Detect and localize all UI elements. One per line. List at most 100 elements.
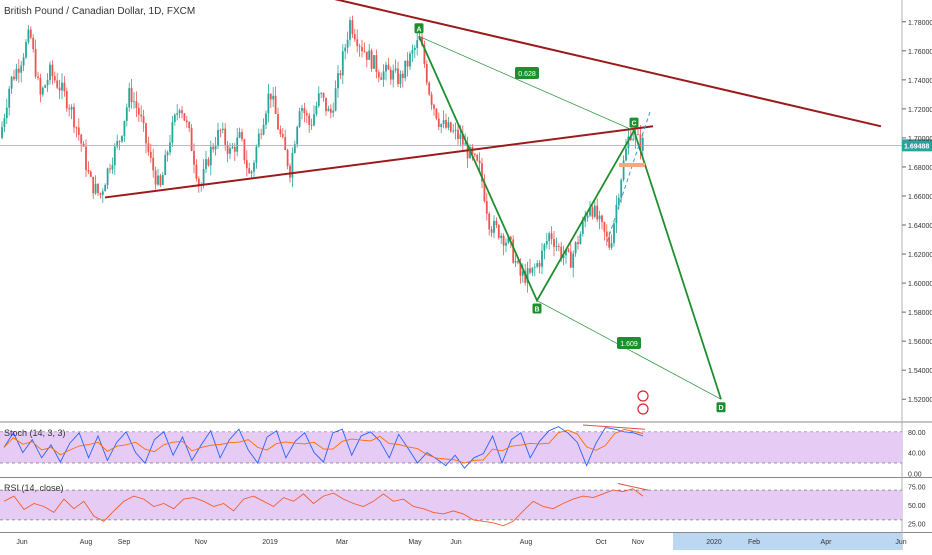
- candle-body: [248, 168, 251, 174]
- candle-body: [25, 42, 27, 58]
- candle-body: [545, 241, 548, 245]
- candle-body: [454, 129, 457, 131]
- candle-body: [207, 159, 210, 166]
- candle-body: [111, 165, 114, 170]
- candle-body: [433, 104, 435, 109]
- candle-body: [394, 68, 397, 71]
- candle-body: [274, 95, 277, 114]
- ratio-label: 0.628: [518, 71, 536, 78]
- candle-body: [173, 114, 176, 123]
- stoch-label: Stoch (14, 3, 3): [4, 428, 66, 438]
- candle-body: [80, 134, 83, 144]
- candle-body: [572, 253, 575, 268]
- candle-body: [569, 251, 572, 268]
- candle-body: [130, 88, 133, 103]
- candle-body: [310, 124, 313, 126]
- candle-body: [250, 171, 253, 174]
- stoch-tick-label: 80.00: [908, 430, 926, 437]
- candle-body: [152, 157, 155, 171]
- candle-body: [411, 49, 414, 54]
- candle-body: [639, 134, 642, 151]
- candle-body: [586, 215, 589, 218]
- time-tick-label: Jun: [895, 539, 906, 546]
- candle-body: [195, 164, 198, 179]
- time-tick-label: Aug: [80, 539, 93, 546]
- candle-body: [104, 184, 107, 192]
- candle-body: [178, 110, 181, 114]
- candle-body: [608, 236, 611, 248]
- candle-body: [490, 229, 493, 233]
- candle-body: [101, 191, 104, 195]
- time-tick-label: 2019: [262, 539, 278, 546]
- candle-body: [87, 170, 90, 172]
- candle-body: [459, 134, 462, 139]
- candle-body: [514, 261, 517, 263]
- candle-body: [435, 108, 438, 119]
- candle-body: [533, 266, 536, 268]
- price-tick-label: 1.64000: [908, 223, 932, 230]
- candle-body: [188, 122, 191, 129]
- candle-body: [543, 244, 546, 251]
- candle-body: [507, 236, 510, 243]
- time-tick-label: 2020: [706, 539, 722, 546]
- ratio-label-box: [617, 337, 641, 349]
- time-tick-label: Mar: [336, 539, 349, 546]
- candle-body: [22, 57, 25, 66]
- candle-body: [452, 130, 455, 132]
- candle-body: [601, 215, 603, 223]
- candle-body: [627, 136, 630, 149]
- candle-body: [85, 146, 87, 171]
- point-label-a: A: [416, 26, 421, 33]
- price-tick-label: 1.58000: [908, 310, 932, 317]
- ratio-line-bd: [536, 300, 722, 400]
- candle-body: [476, 155, 479, 161]
- candle-body: [497, 225, 500, 238]
- candle-body: [181, 110, 183, 114]
- candle-body: [219, 129, 222, 131]
- chart-title: British Pound / Canadian Dollar, 1D, FXC…: [4, 6, 195, 17]
- candle-body: [517, 261, 519, 263]
- candle-body: [524, 271, 527, 283]
- candle-body: [574, 242, 577, 254]
- candle-body: [605, 231, 608, 237]
- candle-body: [529, 268, 531, 273]
- time-tick-label: Nov: [195, 539, 208, 546]
- candle-body: [536, 263, 539, 267]
- candle-body: [341, 51, 344, 76]
- candle-body: [20, 65, 23, 73]
- rsi-tick-label: 75.00: [908, 484, 926, 491]
- candle-body: [44, 85, 47, 88]
- candle-body: [617, 197, 620, 205]
- price-tick-label: 1.62000: [908, 252, 932, 259]
- candle-body: [70, 106, 73, 110]
- candle-body: [598, 215, 601, 220]
- event-icon: [637, 403, 649, 415]
- candle-body: [596, 205, 599, 220]
- candle-body: [99, 193, 102, 195]
- candle-body: [291, 152, 294, 178]
- stoch-d-line: [3, 429, 644, 464]
- point-marker-a: [414, 23, 424, 34]
- candle-body: [505, 242, 507, 246]
- candle-body: [205, 159, 207, 169]
- candle-body: [224, 128, 227, 145]
- candle-body: [399, 73, 402, 85]
- candle-body: [255, 146, 258, 163]
- candle-body: [17, 68, 20, 73]
- candle-body: [320, 93, 323, 94]
- candle-body: [231, 147, 234, 149]
- candle-body: [209, 146, 212, 166]
- candle-body: [370, 50, 373, 69]
- candle-body: [8, 88, 11, 108]
- candle-body: [73, 106, 75, 128]
- candle-body: [413, 47, 416, 50]
- candle-body: [385, 64, 387, 72]
- candle-body: [541, 250, 543, 267]
- candle-body: [68, 108, 71, 110]
- ratio-label-box: [515, 67, 539, 79]
- candle-body: [445, 120, 447, 128]
- price-tick-label: 1.70000: [908, 136, 932, 143]
- time-tick-label: May: [408, 539, 422, 546]
- candle-body: [387, 64, 390, 70]
- candle-body: [109, 168, 111, 170]
